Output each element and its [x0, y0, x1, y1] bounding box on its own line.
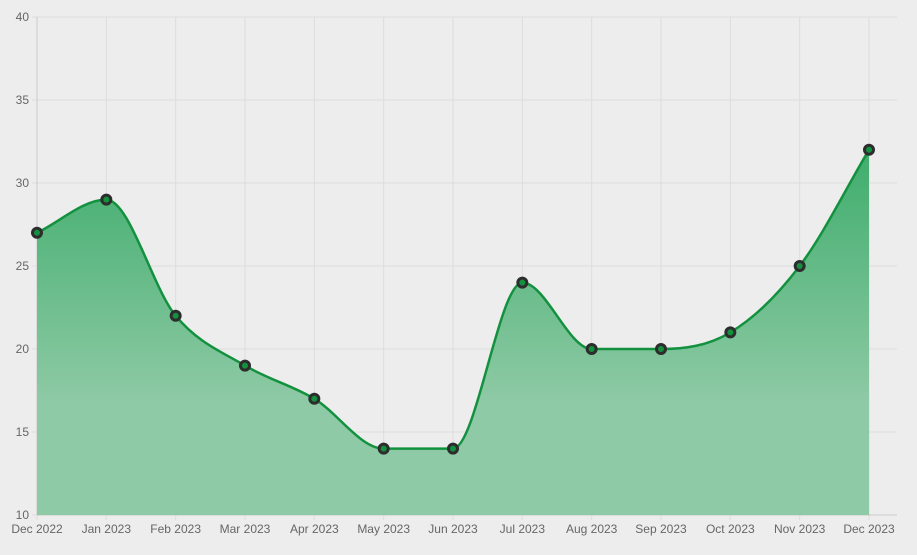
data-point[interactable] — [100, 193, 113, 206]
series-area — [37, 149, 869, 516]
data-point[interactable] — [169, 309, 182, 322]
data-point[interactable] — [31, 226, 43, 239]
x-tick-label: Jun 2023 — [428, 522, 478, 536]
x-tick-label: Mar 2023 — [220, 522, 271, 536]
data-point[interactable] — [308, 392, 321, 405]
y-tick-label: 30 — [16, 176, 30, 190]
x-axis-tick-labels: Dec 2022 Jan 2023 Feb 2023 Mar 2023 Apr 2023… — [11, 522, 895, 536]
x-tick-label: Nov 2023 — [774, 522, 826, 536]
data-point[interactable] — [585, 343, 598, 355]
data-point[interactable] — [793, 260, 806, 272]
data-point[interactable] — [447, 442, 459, 455]
y-tick-label: 15 — [16, 425, 30, 439]
x-tick-label: Jul 2023 — [500, 522, 546, 536]
x-tick-label: Dec 2022 — [11, 522, 63, 536]
y-tick-label: 25 — [16, 259, 30, 273]
x-tick-label: Dec 2023 — [843, 522, 895, 536]
x-tick-label: Aug 2023 — [566, 522, 618, 536]
y-tick-label: 10 — [16, 508, 30, 522]
data-point[interactable] — [724, 326, 737, 339]
grid-lines — [32, 16, 897, 520]
x-tick-label: May 2023 — [357, 522, 410, 536]
x-tick-label: Feb 2023 — [150, 522, 201, 536]
x-tick-label: Oct 2023 — [706, 522, 755, 536]
y-axis-tick-labels: 10 15 20 25 30 35 40 — [16, 10, 30, 522]
y-tick-label: 40 — [16, 10, 30, 24]
data-point[interactable] — [655, 343, 667, 355]
data-point[interactable] — [377, 442, 390, 455]
data-point[interactable] — [516, 276, 529, 289]
data-point-layer — [31, 143, 875, 455]
y-tick-label: 20 — [16, 342, 30, 356]
data-point[interactable] — [239, 359, 251, 372]
x-tick-label: Sep 2023 — [635, 522, 687, 536]
x-tick-label: Jan 2023 — [82, 522, 132, 536]
series-area-layer — [37, 149, 869, 516]
x-tick-label: Apr 2023 — [290, 522, 339, 536]
data-point[interactable] — [863, 143, 875, 156]
y-tick-label: 35 — [16, 93, 30, 107]
